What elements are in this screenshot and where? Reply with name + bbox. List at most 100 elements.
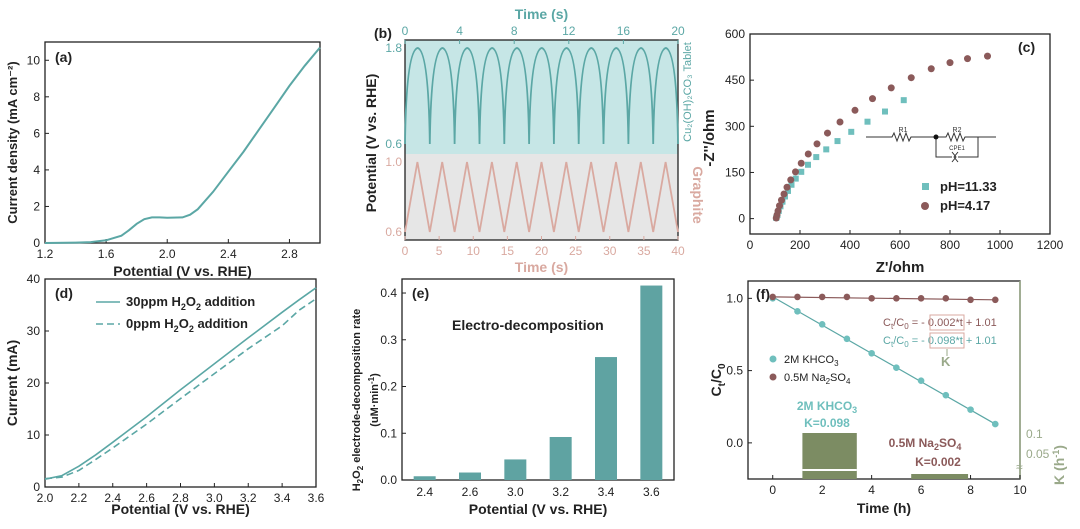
panel-label: (e) [412, 285, 429, 301]
eq-part: *t + 1.01 [955, 335, 996, 347]
bottom-x-tick-label: 5 [436, 244, 443, 258]
na2so4-point [967, 296, 974, 304]
right-axis-title: K (h-1) [1051, 445, 1067, 485]
sub-2: 2 [934, 442, 939, 452]
bottom-region-fill [405, 154, 678, 240]
equivalent-circuit: R1 R2 CPE1 [866, 127, 996, 163]
fit-equation-khco3-slope-box [929, 332, 965, 349]
khco3-fit-line [772, 296, 996, 425]
sub-3: 3 [834, 359, 839, 368]
axis-title: Potential (V vs. RHE) [363, 74, 379, 212]
top-x-tick-label: 12 [562, 24, 576, 38]
x-tick-label: 2 [819, 483, 826, 497]
x-tick-label: 2.4 [220, 247, 237, 261]
legend-label-ph-4-17: pH=4.17 [940, 198, 990, 213]
y-tick-label: 4 [33, 163, 40, 177]
panel-e: 0.0 0.1 0.2 0.3 0.4 2.4 2.6 3.0 3.2 3.4 3.6 (e) Elec… [351, 278, 675, 517]
legend-label-na2so4: 0.5M Na2SO4 [784, 372, 851, 386]
top-x-tick-label: 8 [511, 24, 518, 38]
legend-khco3-marker [769, 355, 777, 363]
panel-label: (b) [374, 25, 392, 41]
y-tick-label: 10 [27, 428, 41, 442]
k-bar-khco3-name: 2M KHCO3 [797, 399, 857, 415]
y-tick-label: 150 [725, 165, 745, 179]
legend-30ppm-part: 30ppm H [126, 294, 181, 309]
axis-title: -Z''/ohm [701, 109, 718, 166]
ph-4-17-point [887, 84, 895, 92]
r1-label: R1 [899, 127, 908, 134]
x-tick-label: 2.0 [159, 247, 176, 261]
na2so4-point [991, 296, 999, 304]
khco3-point [942, 391, 950, 399]
axis-title: Time (h) [857, 500, 911, 516]
bottom-y-tick-label: 0.6 [385, 225, 402, 239]
axis-title: Potential (V vs. RHE) [469, 501, 607, 517]
top-y-tick-label: 1.8 [385, 41, 402, 55]
x-tick-label: 8 [967, 483, 974, 497]
top-x-tick-label: 0 [402, 24, 409, 38]
x-tick-label: 400 [840, 238, 860, 252]
h2o2-0ppm-line [44, 298, 317, 480]
bottom-y-tick-label: 1.0 [385, 155, 402, 169]
sub-2: 2 [196, 302, 201, 312]
y-tick-label: 0.3 [380, 333, 397, 347]
eq-slope: 0.002 [928, 317, 956, 329]
ph-11-33-point [785, 187, 791, 194]
na2so4-point [917, 295, 925, 302]
x-tick-label: 1.6 [98, 247, 115, 261]
khco3-part: 2M KHCO [784, 354, 835, 366]
ph-4-17-point [804, 150, 812, 158]
axis-title: Potential (V vs. RHE) [111, 501, 249, 517]
y-tick-label: 8 [33, 90, 40, 104]
sub-0: 0 [717, 363, 728, 369]
na2so4-point [868, 295, 875, 302]
khco3-point [794, 308, 801, 315]
y-tick-label: 0 [33, 236, 40, 250]
na-part: SO [830, 372, 846, 384]
sub-2: 2 [174, 324, 179, 334]
unit-part: ) [369, 373, 381, 377]
y-axis-title-line2: (uM·min-1) [367, 373, 381, 427]
x-tick-label: 600 [890, 238, 910, 252]
y-tick-label: 2 [33, 199, 40, 213]
h2o2-part: O [351, 470, 363, 479]
top-region-fill [405, 40, 678, 154]
ph-4-17-point [797, 159, 805, 167]
fit-equation-khco3: Ct/C0 = - 0.098*t + 1.01 [883, 335, 997, 349]
ph-4-17-point [964, 55, 971, 63]
y-axis-title-line1: H2O2 electrode-decomposition rate [351, 309, 365, 492]
legend-label-khco3: 2M KHCO3 [784, 354, 839, 368]
ct-part: /C [708, 369, 724, 383]
k-part: ) [1051, 445, 1067, 450]
legend-label-ph-11-33: pH=11.33 [940, 179, 997, 194]
y-tick-label: 0 [33, 480, 40, 494]
legend-circle-marker [921, 202, 929, 210]
bottom-x-tick-label: 40 [671, 244, 685, 258]
x-tick-label: 3.0 [206, 491, 223, 505]
ph-4-17-point [778, 196, 785, 204]
legend-30ppm-part: addition [201, 294, 255, 309]
panel-label: (c) [1018, 39, 1035, 55]
bottom-x-tick-label: 20 [535, 244, 549, 258]
x-tick-label: 3.4 [274, 491, 291, 505]
legend-square-marker [922, 183, 929, 190]
y-tick-label: 0.5 [726, 364, 743, 378]
panel-label: (d) [55, 285, 73, 301]
x-tick-label: 1.2 [37, 247, 54, 261]
fit-equation-na2so4: Ct/C0 = - 0.002*t + 1.01 [883, 317, 997, 331]
bottom-x-tick-label: 10 [467, 244, 481, 258]
x-tick-label: 2.8 [172, 491, 189, 505]
khco3-point [843, 335, 851, 343]
sub-3: 3 [852, 405, 857, 415]
lsv-series-line [44, 46, 321, 244]
tablet-label: Cu₂(OH)₂CO₃ Tablet [682, 42, 694, 142]
na-part: 0.5M Na [784, 372, 826, 384]
khco3-point [868, 349, 875, 357]
sub-4: 4 [846, 377, 851, 386]
axis-break-mark: ≈ [1016, 460, 1023, 474]
axis-title: Z'/ohm [876, 259, 925, 276]
y-tick-label: 6 [33, 126, 40, 140]
sub-0: 0 [904, 340, 909, 349]
y-tick-label: 20 [27, 376, 41, 390]
